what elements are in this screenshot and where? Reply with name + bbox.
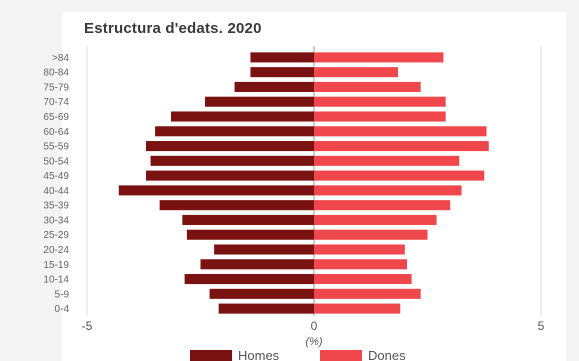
legend: Homes Dones — [190, 348, 406, 361]
bar-homes — [250, 52, 314, 63]
bar-dones — [314, 126, 487, 137]
bar-dones — [314, 155, 460, 166]
category-label: 80-84 — [43, 68, 69, 79]
category-label: 70-74 — [43, 97, 69, 108]
bar-homes — [146, 141, 314, 152]
bar-homes — [155, 126, 314, 137]
bar-homes — [186, 229, 314, 240]
legend-label-homes: Homes — [238, 348, 280, 361]
category-labels: >84 80-84 75-79 70-74 65-69 60-64 55-59 50-54 45… — [43, 53, 69, 315]
bar-dones — [314, 141, 489, 152]
bar-dones — [314, 185, 462, 196]
category-label: 25-29 — [43, 230, 69, 241]
bar-dones — [314, 81, 421, 92]
category-label: 40-44 — [43, 186, 69, 197]
chart-title: Estructura d'edats. 2020 — [84, 20, 262, 37]
x-tick-labels: -5 0 5 — [82, 319, 545, 333]
legend-swatch-homes — [190, 350, 232, 361]
bar-dones — [314, 303, 401, 314]
bar-homes — [150, 155, 314, 166]
bar-homes — [159, 200, 314, 211]
bar-dones — [314, 259, 408, 270]
bar-homes — [118, 185, 314, 196]
category-label: 10-14 — [43, 275, 69, 286]
bar-homes — [184, 274, 314, 285]
bar-homes — [182, 214, 314, 225]
category-label: 60-64 — [43, 127, 69, 138]
bars — [118, 52, 489, 314]
category-label: 65-69 — [43, 112, 69, 123]
bar-dones — [314, 170, 485, 181]
x-axis-label: (%) — [305, 336, 322, 348]
category-label: 35-39 — [43, 201, 69, 212]
x-tick-label: 5 — [538, 319, 545, 333]
legend-swatch-dones — [320, 350, 362, 361]
bar-homes — [250, 67, 314, 78]
category-label: 20-24 — [43, 245, 69, 256]
x-tick-label: -5 — [82, 319, 93, 333]
bar-homes — [234, 81, 314, 92]
category-label: 45-49 — [43, 171, 69, 182]
bar-dones — [314, 229, 428, 240]
category-label: 75-79 — [43, 82, 69, 93]
bar-homes — [146, 170, 314, 181]
bar-dones — [314, 244, 405, 255]
bar-homes — [209, 288, 314, 299]
bar-homes — [200, 259, 314, 270]
category-label: >84 — [52, 53, 69, 64]
category-label: 30-34 — [43, 215, 69, 226]
x-tick-label: 0 — [311, 319, 318, 333]
category-label: 15-19 — [43, 260, 69, 271]
bar-homes — [205, 96, 314, 107]
bar-dones — [314, 96, 446, 107]
bar-homes — [218, 303, 314, 314]
bar-dones — [314, 214, 437, 225]
legend-label-dones: Dones — [368, 348, 406, 361]
bar-dones — [314, 274, 412, 285]
category-label: 50-54 — [43, 156, 69, 167]
bar-dones — [314, 288, 421, 299]
bar-homes — [170, 111, 314, 122]
category-label: 0-4 — [55, 304, 70, 315]
bar-dones — [314, 67, 398, 78]
bar-dones — [314, 52, 444, 63]
bar-dones — [314, 200, 451, 211]
category-label: 5-9 — [55, 289, 70, 300]
category-label: 55-59 — [43, 142, 69, 153]
bar-dones — [314, 111, 446, 122]
bar-homes — [214, 244, 314, 255]
